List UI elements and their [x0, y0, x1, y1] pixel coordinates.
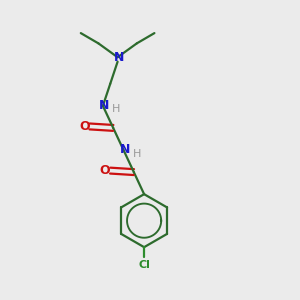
Text: O: O [79, 120, 90, 133]
Text: H: H [112, 104, 120, 114]
Text: N: N [114, 51, 124, 64]
Text: O: O [100, 164, 110, 177]
Text: H: H [133, 148, 141, 158]
Text: Cl: Cl [138, 260, 150, 269]
Text: N: N [99, 99, 110, 112]
Text: N: N [120, 143, 130, 157]
